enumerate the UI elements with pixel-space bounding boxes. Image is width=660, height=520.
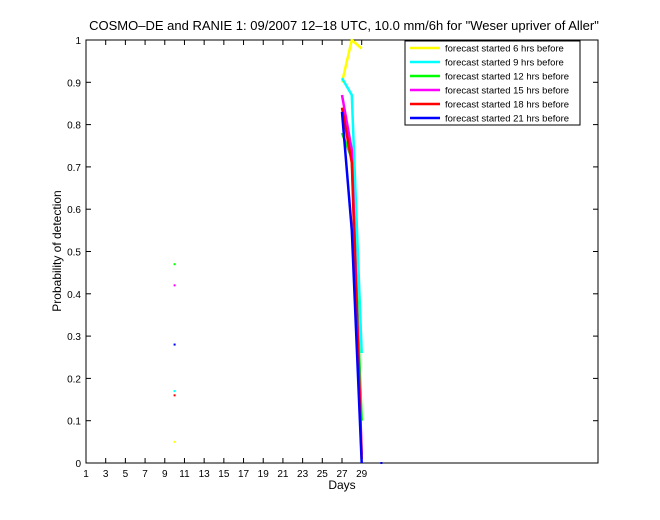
series-line [340, 111, 363, 464]
y-tick-label: 0.2 [67, 374, 81, 385]
y-tick-label: 0.9 [67, 78, 81, 89]
x-tick-label: 9 [162, 469, 168, 480]
y-tick-label: 0 [75, 459, 81, 470]
legend-label: forecast started 6 hrs before [445, 44, 564, 55]
legend-label: forecast started 9 hrs before [445, 58, 564, 69]
series-point [173, 343, 176, 346]
legend-label: forecast started 12 hrs before [445, 72, 569, 83]
legend-label: forecast started 18 hrs before [445, 100, 569, 111]
chart-title: COSMO–DE and RANIE 1: 09/2007 12–18 UTC,… [89, 18, 599, 33]
x-tick-label: 21 [277, 469, 289, 480]
x-axis-label: Days [328, 478, 355, 492]
y-tick-label: 1 [75, 36, 81, 47]
x-axis: 1 3 5 7 9 11 13 15 17 19 21 23 25 27 29 [83, 40, 368, 480]
extra-point [380, 462, 383, 464]
x-tick-label: 19 [258, 469, 270, 480]
x-tick-label: 29 [356, 469, 368, 480]
x-tick-label: 7 [142, 469, 148, 480]
x-tick-label: 5 [123, 469, 129, 480]
series-point [173, 390, 176, 393]
y-axis-label: Probability of detection [50, 190, 64, 311]
y-tick-label: 0.1 [67, 417, 81, 428]
series-line [340, 38, 363, 83]
series-layer [173, 38, 383, 464]
series-point [173, 394, 176, 397]
x-tick-label: 3 [103, 469, 109, 480]
series-line [340, 77, 363, 354]
y-tick-label: 0.7 [67, 163, 81, 174]
x-tick-label: 1 [83, 469, 89, 480]
legend-box [404, 40, 581, 126]
y-tick-label: 0.3 [67, 332, 81, 343]
legend-label: forecast started 15 hrs before [445, 86, 569, 97]
series-point [173, 263, 176, 266]
x-tick-label: 15 [218, 469, 230, 480]
y-tick-label: 0.6 [67, 205, 81, 216]
y-tick-label: 0.8 [67, 121, 81, 132]
x-tick-label: 25 [317, 469, 329, 480]
y-tick-label: 0.4 [67, 290, 81, 301]
x-tick-label: 23 [297, 469, 309, 480]
legend-label: forecast started 21 hrs before [445, 114, 569, 125]
y-axis: 0 0.1 0.2 0.3 0.4 0.5 0.6 0.7 0.8 0.9 1 [67, 36, 598, 470]
x-tick-label: 13 [199, 469, 211, 480]
legend: forecast started 6 hrs before forecast st… [404, 40, 581, 126]
series-point [173, 440, 176, 443]
x-tick-label: 11 [179, 469, 190, 480]
x-tick-label: 17 [238, 469, 250, 480]
y-tick-label: 0.5 [67, 248, 81, 259]
x-tick-label: 27 [336, 469, 348, 480]
series-point [173, 284, 176, 287]
